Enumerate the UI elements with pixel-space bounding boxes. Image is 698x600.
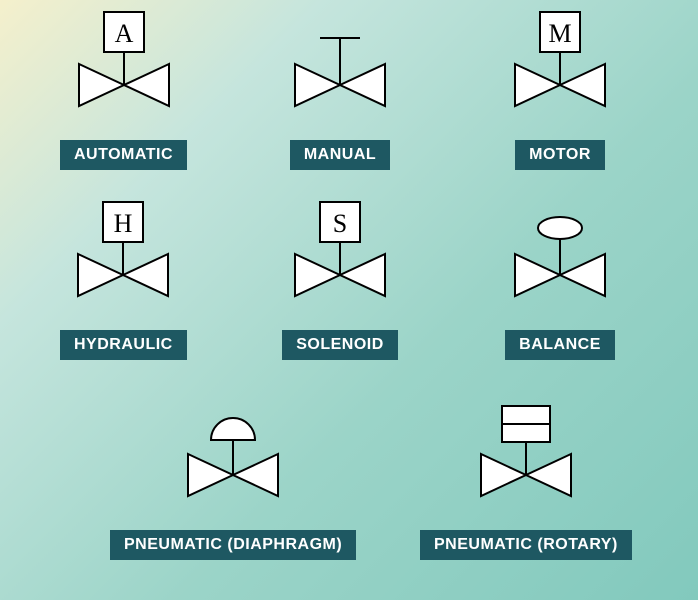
label-motor: MOTOR: [515, 140, 605, 170]
actuator-letter: M: [548, 19, 571, 48]
label-pneumatic-rotary: PNEUMATIC (ROTARY): [420, 530, 632, 560]
symbol-pneumatic-rotary: [466, 400, 586, 520]
cell-hydraulic: H HYDRAULIC: [60, 200, 187, 360]
cell-balance: BALANCE: [500, 200, 620, 360]
cell-solenoid: S SOLENOID: [280, 200, 400, 360]
label-solenoid: SOLENOID: [282, 330, 398, 360]
cell-motor: M MOTOR: [500, 10, 620, 170]
label-hydraulic: HYDRAULIC: [60, 330, 187, 360]
label-pneumatic-diaphragm: PNEUMATIC (DIAPHRAGM): [110, 530, 356, 560]
cell-pneumatic-rotary: PNEUMATIC (ROTARY): [420, 400, 632, 560]
cell-pneumatic-diaphragm: PNEUMATIC (DIAPHRAGM): [110, 400, 356, 560]
symbol-pneumatic-diaphragm: [173, 400, 293, 520]
actuator-letter: S: [333, 209, 347, 238]
symbol-motor: M: [500, 10, 620, 130]
cell-manual: MANUAL: [280, 10, 400, 170]
symbol-balance: [500, 200, 620, 320]
cell-automatic: A AUTOMATIC: [60, 10, 187, 170]
symbol-automatic: A: [64, 10, 184, 130]
symbol-solenoid: S: [280, 200, 400, 320]
symbol-manual: [280, 10, 400, 130]
actuator-letter: H: [114, 209, 133, 238]
label-balance: BALANCE: [505, 330, 615, 360]
symbol-hydraulic: H: [63, 200, 183, 320]
label-automatic: AUTOMATIC: [60, 140, 187, 170]
valve-actuator-diagram: A AUTOMATIC MANUAL M MOTOR H: [0, 0, 698, 600]
label-manual: MANUAL: [290, 140, 390, 170]
actuator-letter: A: [114, 19, 133, 48]
